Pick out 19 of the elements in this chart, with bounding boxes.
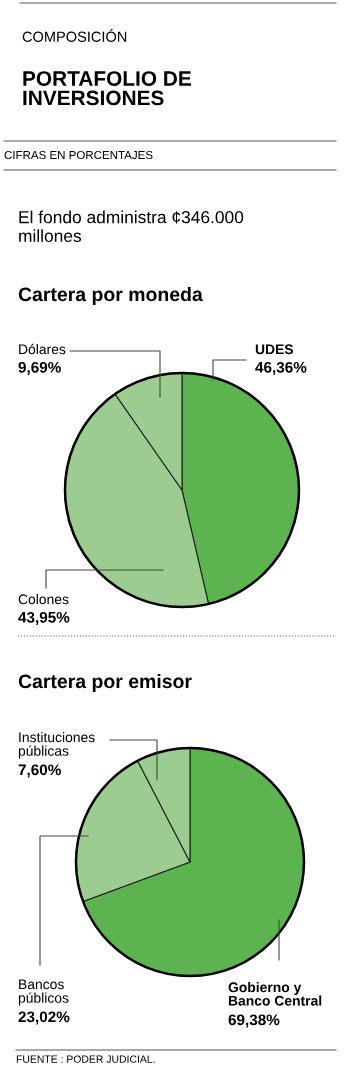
data-label: 69,38% <box>228 1014 280 1028</box>
slice-label: Bancos públicos <box>18 979 69 1006</box>
text: PORTAFOLIO DE INVERSIONES <box>23 71 191 106</box>
data-label: 9,69% <box>18 361 61 375</box>
data-label: 46,36% <box>255 361 307 375</box>
text: El fondo administra ¢346.000 millones <box>19 210 244 243</box>
chart-title: Cartera por emisor <box>18 673 192 693</box>
slice-label: Instituciones públicas <box>18 732 95 759</box>
data-label: 43,95% <box>18 611 70 625</box>
data-label: 7,60% <box>18 764 61 778</box>
chart-title: Cartera por moneda <box>18 286 203 306</box>
slice-label: Gobierno y Banco Central <box>228 982 322 1006</box>
slice-label: Dólares <box>19 343 66 355</box>
text: CIFRAS EN PORCENTAJES <box>4 150 153 160</box>
slice-label: UDES <box>255 344 294 355</box>
data-label: 23,02% <box>18 1011 70 1025</box>
source-note: FUENTE : PODER JUDICIAL. <box>16 1055 155 1063</box>
slice-label: Colones <box>18 594 69 605</box>
text: COMPOSICIÓN <box>22 29 127 42</box>
